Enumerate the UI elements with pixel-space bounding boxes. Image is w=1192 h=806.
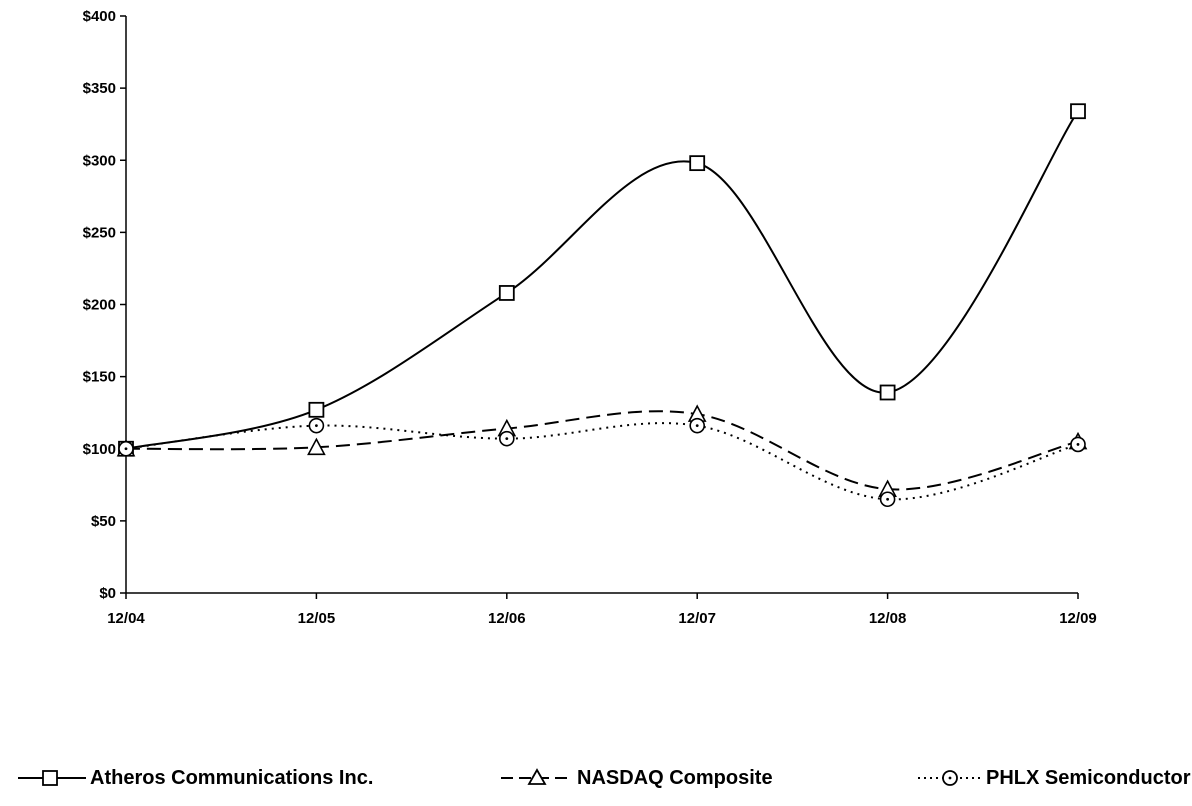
data-point-square: [308, 401, 325, 418]
data-point-circle-center: [124, 447, 128, 451]
legend-key-dotted-circle: [918, 770, 982, 786]
data-point-circle-center: [505, 437, 509, 441]
series-line: [125, 422, 1079, 501]
y-axis-ticks: $0 $50 $100 $150 $200 $250 $300 $350 $400: [83, 8, 126, 602]
series-layer: [116, 103, 1088, 508]
data-point-circle-center: [886, 497, 889, 501]
legend-item-atheros: Atheros Communications Inc.: [14, 758, 373, 798]
series-square-group: [118, 103, 1086, 457]
legend-label-nasdaq: NASDAQ Composite: [577, 766, 773, 789]
series-triangle-group: [116, 404, 1088, 497]
series-line: [125, 410, 1079, 491]
data-point-square: [689, 155, 706, 172]
legend-label-phlx: PHLX Semiconductor: [986, 766, 1191, 789]
x-tick-label: 12/07: [678, 610, 716, 627]
legend-label-atheros: Atheros Communications Inc.: [90, 766, 374, 789]
legend-key-dashed-triangle: [501, 768, 573, 785]
y-tick-label: $100: [83, 441, 116, 458]
series-line: [125, 110, 1079, 450]
y-tick-label: $150: [83, 369, 116, 386]
y-tick-label: $50: [91, 513, 116, 530]
y-tick-label: $0: [99, 585, 116, 602]
x-tick-label: 12/08: [869, 610, 907, 627]
data-point-square: [498, 285, 515, 301]
y-tick-label: $300: [83, 152, 116, 169]
legend-key-solid-square: [18, 770, 86, 786]
legend-item-nasdaq: NASDAQ Composite: [497, 758, 773, 798]
y-tick-label: $350: [83, 80, 116, 97]
data-point-square: [1070, 103, 1086, 120]
data-point-square: [879, 384, 896, 401]
legend: Atheros Communications Inc. NASDAQ Compo…: [0, 758, 1192, 798]
y-tick-label: $250: [83, 224, 116, 241]
x-tick-label: 12/09: [1059, 610, 1097, 627]
data-point-circle-center: [1076, 443, 1080, 446]
series-circle-group: [118, 417, 1086, 508]
x-tick-label: 12/04: [107, 610, 145, 627]
data-point-circle-center: [315, 424, 318, 428]
y-tick-label: $400: [83, 8, 116, 25]
chart-axes: [125, 16, 1078, 594]
x-axis-ticks: 12/04 12/05 12/06 12/07 12/08 12/09: [107, 593, 1097, 627]
data-point-circle-center: [695, 424, 699, 428]
stock-performance-chart: $0$50$100$150$200$250$300$350$400 12/04 1…: [83, 8, 1097, 627]
x-tick-label: 12/06: [488, 610, 526, 627]
data-point-triangle: [307, 437, 326, 456]
y-tick-label: $200: [83, 297, 116, 314]
x-tick-label: 12/05: [298, 610, 336, 627]
legend-item-phlx: PHLX Semiconductor: [914, 758, 1190, 798]
